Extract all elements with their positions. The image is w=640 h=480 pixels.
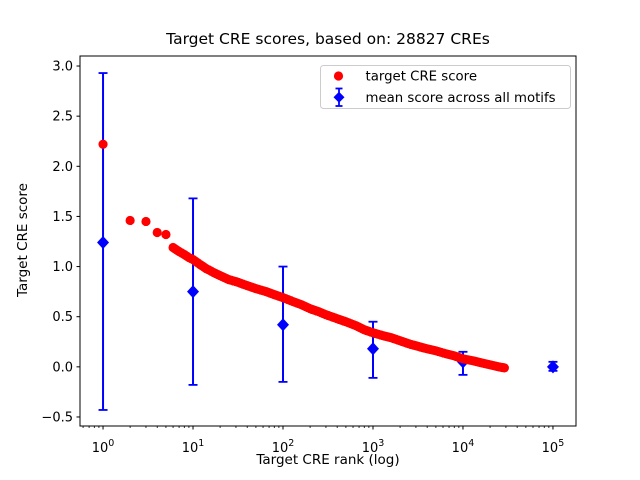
mean-score-diamond — [546, 360, 559, 374]
y-tick-label: 0.5 — [52, 310, 73, 325]
x-tick-label: 104 — [452, 438, 475, 456]
y-tick-label: 1.5 — [52, 210, 73, 225]
plot-area: 3.0 2.5 2.0 1.5 1.0 0.5 0.0 −0.5 100 101 102 103 104… — [41, 60, 564, 456]
legend-label-mean: mean score across all motifs — [366, 91, 556, 106]
target-score-point — [98, 139, 108, 149]
y-tick-label: 0.0 — [52, 360, 73, 375]
x-axis-label: Target CRE rank (log) — [255, 452, 399, 468]
legend-mean-marker-icon — [333, 87, 345, 107]
mean-score-diamond — [277, 318, 290, 332]
mean-score-diamond — [187, 285, 200, 299]
target-score-point — [152, 227, 162, 238]
target-score-point — [141, 216, 151, 227]
y-tick-label: 2.5 — [52, 110, 73, 125]
y-tick-label: 3.0 — [52, 60, 73, 75]
target-score-point — [125, 215, 135, 226]
x-tick-label: 100 — [92, 438, 115, 456]
legend-mean-diamond-icon — [333, 91, 345, 103]
chart-title: Target CRE scores, based on: 28827 CREs — [165, 30, 490, 48]
legend-frame — [320, 65, 571, 109]
x-tick-label: 102 — [272, 438, 295, 456]
target-score-point — [161, 229, 171, 240]
mean-score-diamond — [366, 342, 379, 356]
axes-frame — [79, 55, 577, 427]
y-tick-label: −0.5 — [41, 410, 73, 425]
y-tick-label: 1.0 — [52, 260, 73, 275]
mean-score-diamond — [97, 236, 110, 250]
x-tick-label: 103 — [362, 438, 385, 456]
legend-label-target: target CRE score — [366, 70, 478, 85]
x-tick-label: 105 — [542, 438, 565, 456]
legend-target-marker-icon — [333, 71, 344, 81]
y-axis-label: Target CRE score — [15, 183, 31, 298]
y-tick-label: 2.0 — [52, 160, 73, 175]
target-score-point — [499, 363, 509, 373]
legend: target CRE score mean score across all m… — [320, 65, 571, 109]
x-tick-label: 101 — [182, 438, 205, 456]
